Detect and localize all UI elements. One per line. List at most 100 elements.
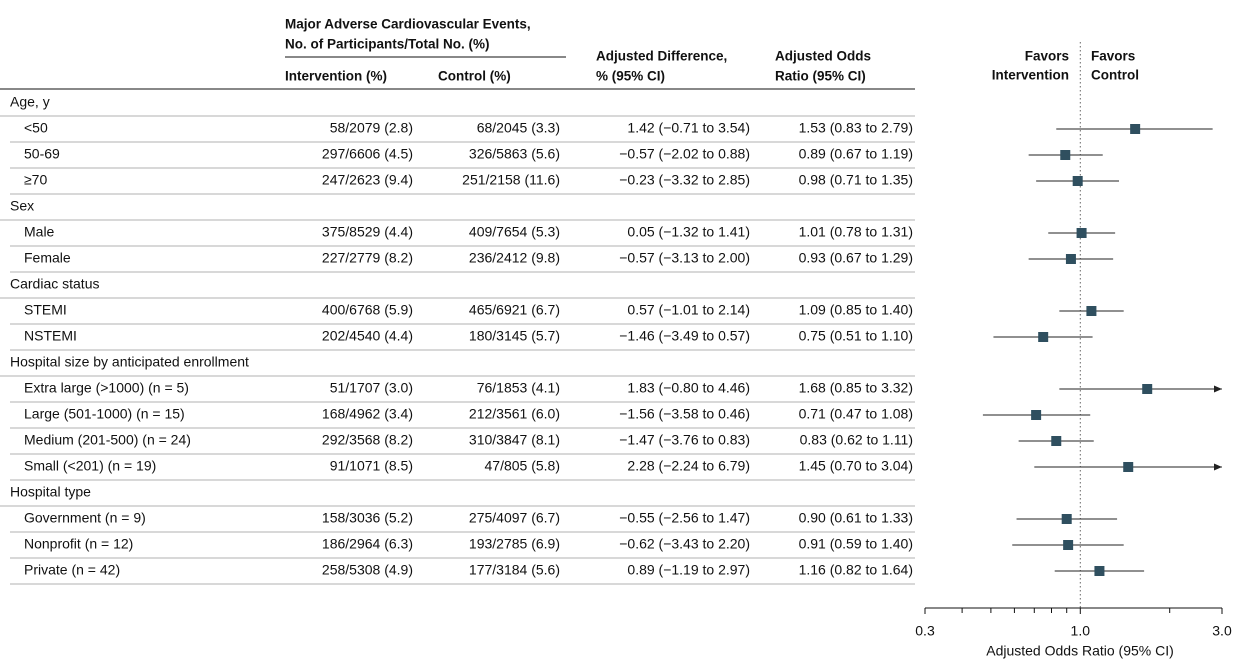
- cell: −0.57 (−2.02 to 0.88): [619, 146, 750, 162]
- cell: 1.53 (0.83 to 2.79): [799, 120, 913, 136]
- cell: 202/4540 (4.4): [322, 328, 413, 344]
- cell: −0.55 (−2.56 to 1.47): [619, 510, 750, 526]
- row-label: ≥70: [24, 172, 47, 188]
- row-label: Extra large (>1000) (n = 5): [24, 380, 189, 396]
- row-label: <50: [24, 120, 48, 136]
- header: Favors: [1025, 49, 1069, 64]
- cell: 186/2964 (6.3): [322, 536, 413, 552]
- cell: 227/2779 (8.2): [322, 250, 413, 266]
- odds-ratio: [1063, 540, 1074, 550]
- cell: 193/2785 (6.9): [469, 536, 560, 552]
- cell: 1.01 (0.78 to 1.31): [799, 224, 913, 240]
- header: Intervention: [992, 68, 1069, 83]
- x-tick-label: 1.0: [1071, 623, 1091, 639]
- odds-ratio: [1086, 306, 1097, 316]
- row-label: Female: [24, 250, 71, 266]
- cell: −0.23 (−3.32 to 2.85): [619, 172, 750, 188]
- cell: 0.98 (0.71 to 1.35): [799, 172, 913, 188]
- cell: 1.45 (0.70 to 3.04): [799, 458, 913, 474]
- odds-ratio: [1094, 566, 1105, 576]
- cell: 68/2045 (3.3): [477, 120, 560, 136]
- group-label: Hospital type: [10, 484, 91, 500]
- cell: 0.75 (0.51 to 1.10): [799, 328, 913, 344]
- cell: −1.47 (−3.76 to 0.83): [619, 432, 750, 448]
- odds-ratio: [1031, 410, 1042, 420]
- row-label: Large (501-1000) (n = 15): [24, 406, 185, 422]
- cell: 375/8529 (4.4): [322, 224, 413, 240]
- cell: 1.16 (0.82 to 1.64): [799, 562, 913, 578]
- cell: 409/7654 (5.3): [469, 224, 560, 240]
- row-label: Government (n = 9): [24, 510, 146, 526]
- header: Ratio (95% CI): [775, 69, 866, 84]
- cell: 0.93 (0.67 to 1.29): [799, 250, 913, 266]
- cell: 292/3568 (8.2): [322, 432, 413, 448]
- cell: 1.83 (−0.80 to 4.46): [627, 380, 750, 396]
- cell: −1.56 (−3.58 to 0.46): [619, 406, 750, 422]
- header: No. of Participants/Total No. (%): [285, 37, 490, 52]
- row-label: Male: [24, 224, 55, 240]
- cell: 297/6606 (4.5): [322, 146, 413, 162]
- cell: 0.83 (0.62 to 1.11): [800, 432, 913, 448]
- odds-ratio: [1076, 228, 1087, 238]
- cell: −0.62 (−3.43 to 2.20): [619, 536, 750, 552]
- cell: 275/4097 (6.7): [469, 510, 560, 526]
- x-tick-label: 0.3: [915, 623, 935, 639]
- odds-ratio: [1142, 384, 1153, 394]
- odds-ratio: [1060, 150, 1071, 160]
- cell: 180/3145 (5.7): [469, 328, 560, 344]
- cell: 236/2412 (9.8): [469, 250, 560, 266]
- cell: 58/2079 (2.8): [330, 120, 413, 136]
- cell: 177/3184 (5.6): [469, 562, 560, 578]
- row-label: Private (n = 42): [24, 562, 120, 578]
- cell: 1.68 (0.85 to 3.32): [799, 380, 913, 396]
- cell: 258/5308 (4.9): [322, 562, 413, 578]
- cell: 212/3561 (6.0): [469, 406, 560, 422]
- cell: 1.42 (−0.71 to 3.54): [627, 120, 750, 136]
- odds-ratio: [1130, 124, 1141, 134]
- cell: 310/3847 (8.1): [469, 432, 560, 448]
- cell: −0.57 (−3.13 to 2.00): [619, 250, 750, 266]
- odds-ratio: [1065, 254, 1076, 264]
- cell: 91/1071 (8.5): [330, 458, 413, 474]
- row-label: Small (<201) (n = 19): [24, 458, 156, 474]
- cell: 0.91 (0.59 to 1.40): [799, 536, 913, 552]
- header: Major Adverse Cardiovascular Events,: [285, 17, 531, 32]
- cell: 47/805 (5.8): [485, 458, 561, 474]
- row-label: NSTEMI: [24, 328, 77, 344]
- cell: 51/1707 (3.0): [330, 380, 413, 396]
- group-label: Sex: [10, 198, 34, 214]
- odds-ratio: [1061, 514, 1072, 524]
- row-label: Nonprofit (n = 12): [24, 536, 133, 552]
- header: Adjusted Difference,: [596, 49, 727, 64]
- x-axis-title: Adjusted Odds Ratio (95% CI): [986, 643, 1174, 659]
- cell: −1.46 (−3.49 to 0.57): [619, 328, 750, 344]
- header: Adjusted Odds: [775, 49, 871, 64]
- header: Intervention (%): [285, 69, 387, 84]
- ci-arrow: [1214, 385, 1222, 393]
- cell: 247/2623 (9.4): [322, 172, 413, 188]
- cell: 0.89 (−1.19 to 2.97): [627, 562, 750, 578]
- cell: 0.71 (0.47 to 1.08): [799, 406, 913, 422]
- cell: 168/4962 (3.4): [322, 406, 413, 422]
- header: Control: [1091, 68, 1139, 83]
- cell: 1.09 (0.85 to 1.40): [799, 302, 913, 318]
- cell: 0.57 (−1.01 to 2.14): [627, 302, 750, 318]
- header: % (95% CI): [596, 69, 665, 84]
- group-label: Age, y: [10, 94, 50, 110]
- row-label: Medium (201-500) (n = 24): [24, 432, 191, 448]
- cell: 0.05 (−1.32 to 1.41): [627, 224, 750, 240]
- ci-arrow: [1214, 463, 1222, 471]
- odds-ratio: [1072, 176, 1083, 186]
- x-tick-label: 3.0: [1212, 623, 1232, 639]
- header: Control (%): [438, 69, 511, 84]
- cell: 251/2158 (11.6): [462, 172, 560, 188]
- odds-ratio: [1051, 436, 1062, 446]
- group-label: Cardiac status: [10, 276, 99, 292]
- group-label: Hospital size by anticipated enrollment: [10, 354, 249, 370]
- row-label: STEMI: [24, 302, 67, 318]
- cell: 0.89 (0.67 to 1.19): [799, 146, 913, 162]
- cell: 465/6921 (6.7): [469, 302, 560, 318]
- cell: 158/3036 (5.2): [322, 510, 413, 526]
